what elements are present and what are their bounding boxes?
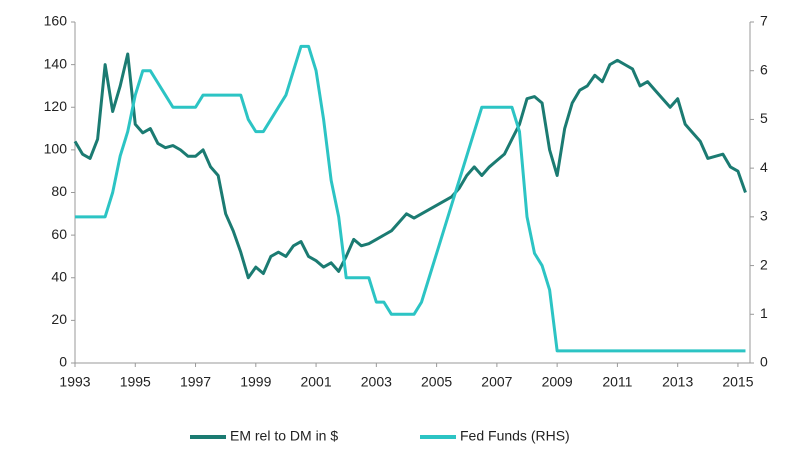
x-tick-label: 2003 (361, 374, 392, 390)
y2-tick-label: 7 (760, 13, 768, 29)
x-tick-label: 2009 (542, 374, 573, 390)
y-tick-label: 160 (44, 13, 68, 29)
y-tick-label: 40 (51, 268, 67, 284)
x-tick-label: 1993 (59, 374, 90, 390)
legend-label: EM rel to DM in $ (230, 428, 338, 444)
y2-tick-label: 1 (760, 305, 768, 321)
y2-tick-label: 6 (760, 61, 768, 77)
x-tick-label: 2001 (300, 374, 331, 390)
y2-tick-label: 0 (760, 354, 768, 370)
y2-tick-label: 2 (760, 256, 768, 272)
x-tick-label: 2005 (421, 374, 452, 390)
y2-tick-label: 3 (760, 208, 768, 224)
x-tick-label: 2013 (662, 374, 693, 390)
y-tick-label: 140 (44, 55, 68, 71)
y-tick-label: 120 (44, 98, 68, 114)
x-tick-label: 1997 (180, 374, 211, 390)
series-line (75, 44, 746, 353)
x-tick-label: 2007 (481, 374, 512, 390)
y-tick-label: 80 (51, 183, 67, 199)
x-tick-label: 1999 (240, 374, 271, 390)
y2-tick-label: 5 (760, 110, 768, 126)
y-tick-label: 0 (59, 354, 67, 370)
legend-label: Fed Funds (RHS) (460, 428, 570, 444)
series-line (73, 52, 747, 280)
y2-tick-label: 4 (760, 159, 768, 175)
y-tick-label: 60 (51, 226, 67, 242)
y-tick-label: 20 (51, 311, 67, 327)
x-tick-label: 2015 (722, 374, 753, 390)
x-tick-label: 1995 (120, 374, 151, 390)
x-tick-label: 2011 (602, 374, 632, 390)
y-tick-label: 100 (44, 141, 68, 157)
